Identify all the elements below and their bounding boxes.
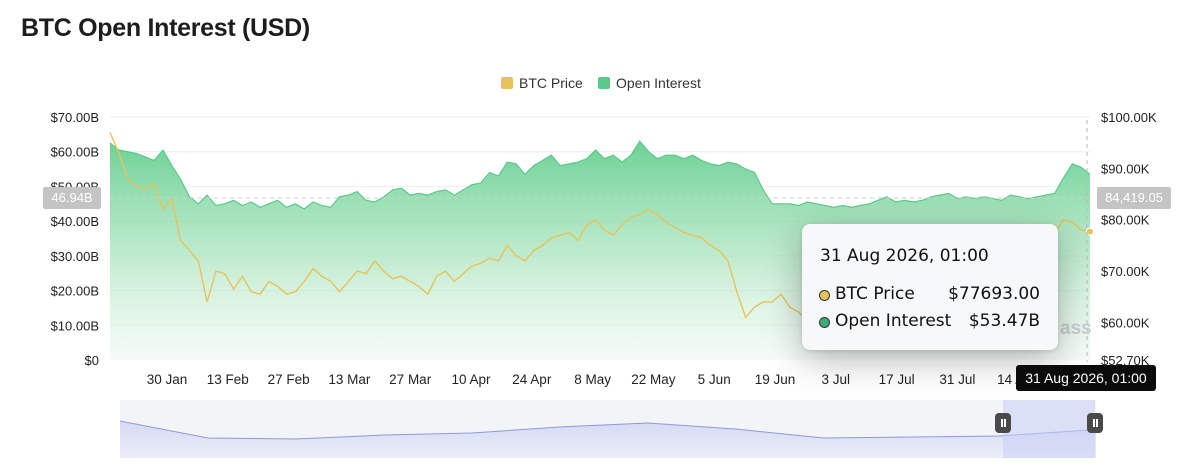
x-axis-tick-label: 19 Jun: [755, 372, 796, 387]
navigator-right-handle[interactable]: [1087, 413, 1103, 433]
x-axis-tick-label: 13 Mar: [328, 372, 371, 387]
left-axis-tick-label: $70.00B: [51, 110, 99, 125]
legend-swatch: [501, 77, 513, 89]
right-axis-tick-label: $100.00K: [1101, 110, 1157, 125]
navigator-line: [119, 420, 1097, 440]
x-axis-tick-label: 22 May: [631, 372, 676, 387]
tooltip-value: $77693.00: [948, 284, 1040, 304]
x-axis: 30 Jan 13 Feb 27 Feb 13 Mar 27 Mar 10 Apr 24 A…: [147, 372, 1039, 387]
right-axis: $52.70K $60.00K $70.00K $80.00K $90.00K $100.…: [1101, 110, 1157, 368]
legend: BTC Price Open Interest: [501, 75, 701, 91]
tooltip: 31 Aug 2026, 01:00 BTC Price $77693.00 O…: [802, 224, 1058, 350]
page-title: BTC Open Interest (USD): [21, 14, 310, 42]
legend-swatch: [598, 77, 610, 89]
x-axis-tick-label: 8 May: [574, 372, 611, 387]
x-axis-tick-label: 5 Jun: [698, 372, 731, 387]
tooltip-value: $53.47B: [968, 311, 1040, 331]
left-axis-tick-label: $20.00B: [51, 284, 99, 299]
legend-label: Open Interest: [616, 75, 701, 91]
crosshair-date-badge: 31 Aug 2026, 01:00: [1016, 365, 1156, 391]
tooltip-label: Open Interest: [835, 311, 952, 331]
left-axis-tick-label: $10.00B: [51, 318, 99, 333]
x-axis-tick-label: 17 Jul: [879, 372, 915, 387]
tooltip-label: BTC Price: [835, 284, 915, 304]
x-axis-tick-label: 24 Apr: [512, 372, 552, 387]
x-axis-tick-label: 31 Jul: [939, 372, 975, 387]
open-interest-line: [109, 140, 1091, 210]
navigator-left-handle[interactable]: [995, 413, 1011, 433]
x-axis-tick-label: 10 Apr: [451, 372, 491, 387]
x-axis-tick-label: 3 Jul: [822, 372, 851, 387]
right-axis-tick-label: $90.00K: [1101, 161, 1150, 176]
crosshair-right-value: 84,419.05: [1097, 187, 1171, 209]
x-axis-tick-label: 13 Feb: [207, 372, 249, 387]
right-axis-tick-label: $80.00K: [1101, 213, 1150, 228]
btc-price-point: [1086, 227, 1094, 236]
crosshair-left-value: 46.94B: [43, 187, 101, 209]
left-axis-tick-label: $0: [85, 353, 99, 368]
x-axis-tick-label: 27 Mar: [389, 372, 432, 387]
left-axis-tick-label: $60.00B: [51, 145, 99, 160]
navigator[interactable]: [119, 400, 1097, 458]
left-axis: $0$10.00B$20.00B$30.00B$40.00B$50.00B$60…: [51, 110, 99, 368]
x-axis-tick-label: 30 Jan: [147, 372, 188, 387]
navigator-area: [120, 421, 1096, 458]
navigator-selection: [1003, 400, 1095, 458]
legend-label: BTC Price: [519, 75, 583, 91]
tooltip-row-btc-price: BTC Price $77693.00: [819, 284, 1040, 306]
btc-price-dot-icon: [819, 290, 830, 301]
tooltip-row-open-interest: Open Interest $53.47B: [819, 311, 1040, 333]
watermark: ass: [1060, 318, 1092, 339]
right-axis-tick-label: $60.00K: [1101, 315, 1150, 330]
left-axis-tick-label: $40.00B: [51, 214, 99, 229]
x-axis-tick-label: 27 Feb: [268, 372, 310, 387]
right-axis-tick-label: $52.70K: [1101, 353, 1150, 368]
right-axis-tick-label: $70.00K: [1101, 264, 1150, 279]
tooltip-date: 31 Aug 2026, 01:00: [820, 246, 989, 266]
left-axis-tick-label: $30.00B: [51, 249, 99, 264]
open-interest-dot-icon: [819, 317, 830, 328]
